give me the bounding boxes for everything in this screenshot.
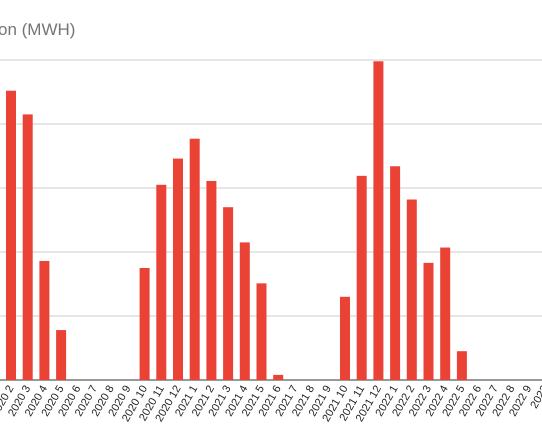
gridlines xyxy=(0,59,542,381)
bar xyxy=(440,247,451,380)
bar xyxy=(356,175,367,380)
bar xyxy=(173,158,183,380)
bar xyxy=(273,374,284,380)
bar xyxy=(56,330,67,380)
bar xyxy=(340,296,350,380)
bar xyxy=(189,138,200,380)
bars xyxy=(6,61,467,381)
bar xyxy=(223,207,234,380)
chart-title: on (MWH) xyxy=(0,20,76,39)
bar xyxy=(156,184,167,380)
bar xyxy=(456,351,467,380)
bar xyxy=(239,242,250,380)
bar xyxy=(256,283,267,380)
bar xyxy=(139,268,150,380)
bar xyxy=(373,61,384,380)
bar xyxy=(206,180,217,380)
bar xyxy=(39,260,50,380)
bar xyxy=(390,166,401,380)
bar xyxy=(423,262,434,380)
bar xyxy=(6,90,16,380)
bar xyxy=(22,114,33,381)
bar xyxy=(406,199,417,380)
